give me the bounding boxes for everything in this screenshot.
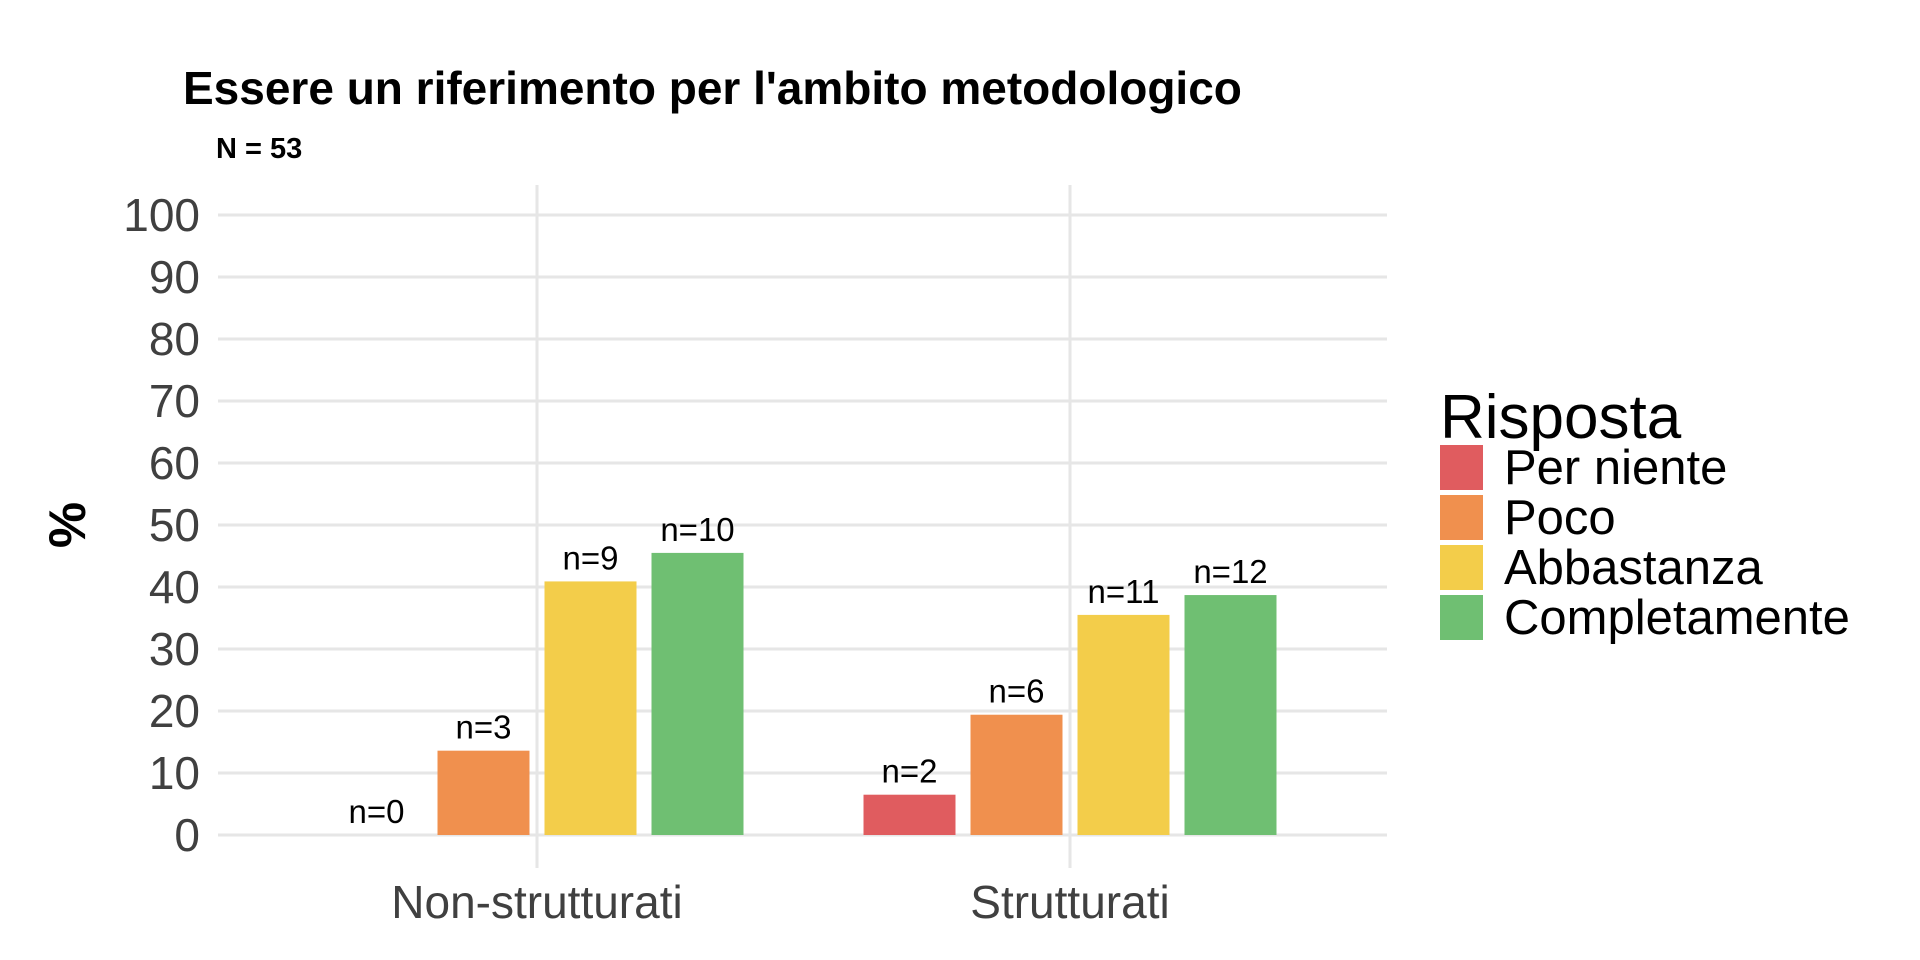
bar-data-label: n=3 [456, 709, 512, 746]
bar-data-label: n=0 [349, 793, 405, 830]
y-tick-label: 70 [149, 375, 200, 427]
legend-title: Risposta [1440, 383, 1682, 452]
gridlines [218, 185, 1387, 868]
chart-title: Essere un riferimento per l'ambito metod… [183, 62, 1242, 114]
bar [437, 750, 530, 835]
legend-swatch [1440, 545, 1483, 590]
y-tick-label: 30 [149, 623, 200, 675]
legend-swatch [1440, 445, 1483, 490]
bar-data-label: n=2 [882, 753, 938, 790]
y-tick-label: 40 [149, 561, 200, 613]
bars: n=0 n=2 n=3 n=6 n=9 n=11 n=10 n=12 [349, 511, 1277, 835]
legend-label: Per niente [1504, 441, 1727, 495]
y-tick-label: 0 [174, 809, 200, 861]
bar [544, 581, 637, 835]
bar [1184, 595, 1277, 835]
bar [651, 552, 744, 835]
y-tick-label: 90 [149, 251, 200, 303]
bar [863, 794, 956, 835]
y-tick-label: 100 [123, 189, 200, 241]
legend: Risposta Per nientePocoAbbastanzaComplet… [1440, 383, 1850, 645]
legend-label: Abbastanza [1504, 541, 1764, 595]
y-tick-label: 10 [149, 747, 200, 799]
bar [970, 714, 1063, 835]
bar-data-label: n=12 [1193, 553, 1267, 590]
x-tick-label: Non-strutturati [391, 876, 682, 928]
y-tick-label: 20 [149, 685, 200, 737]
y-axis-label: % [39, 502, 97, 548]
bar-data-label: n=11 [1088, 573, 1160, 610]
x-tick-label: Strutturati [970, 876, 1169, 928]
y-tick-label: 50 [149, 499, 200, 551]
y-tick-label: 80 [149, 313, 200, 365]
legend-label: Completamente [1504, 591, 1850, 645]
legend-label: Poco [1504, 491, 1616, 545]
y-tick-label: 60 [149, 437, 200, 489]
axis-ticks: 0 10 20 30 40 50 60 70 80 90 100 Non-strutturati Str… [123, 189, 1169, 928]
legend-swatch [1440, 495, 1483, 540]
bar [1077, 614, 1170, 835]
legend-swatch [1440, 595, 1483, 640]
bar-data-label: n=6 [989, 673, 1045, 710]
bar-data-label: n=9 [563, 539, 619, 576]
chart-subtitle: N = 53 [216, 133, 302, 165]
bar-data-label: n=10 [660, 511, 734, 548]
